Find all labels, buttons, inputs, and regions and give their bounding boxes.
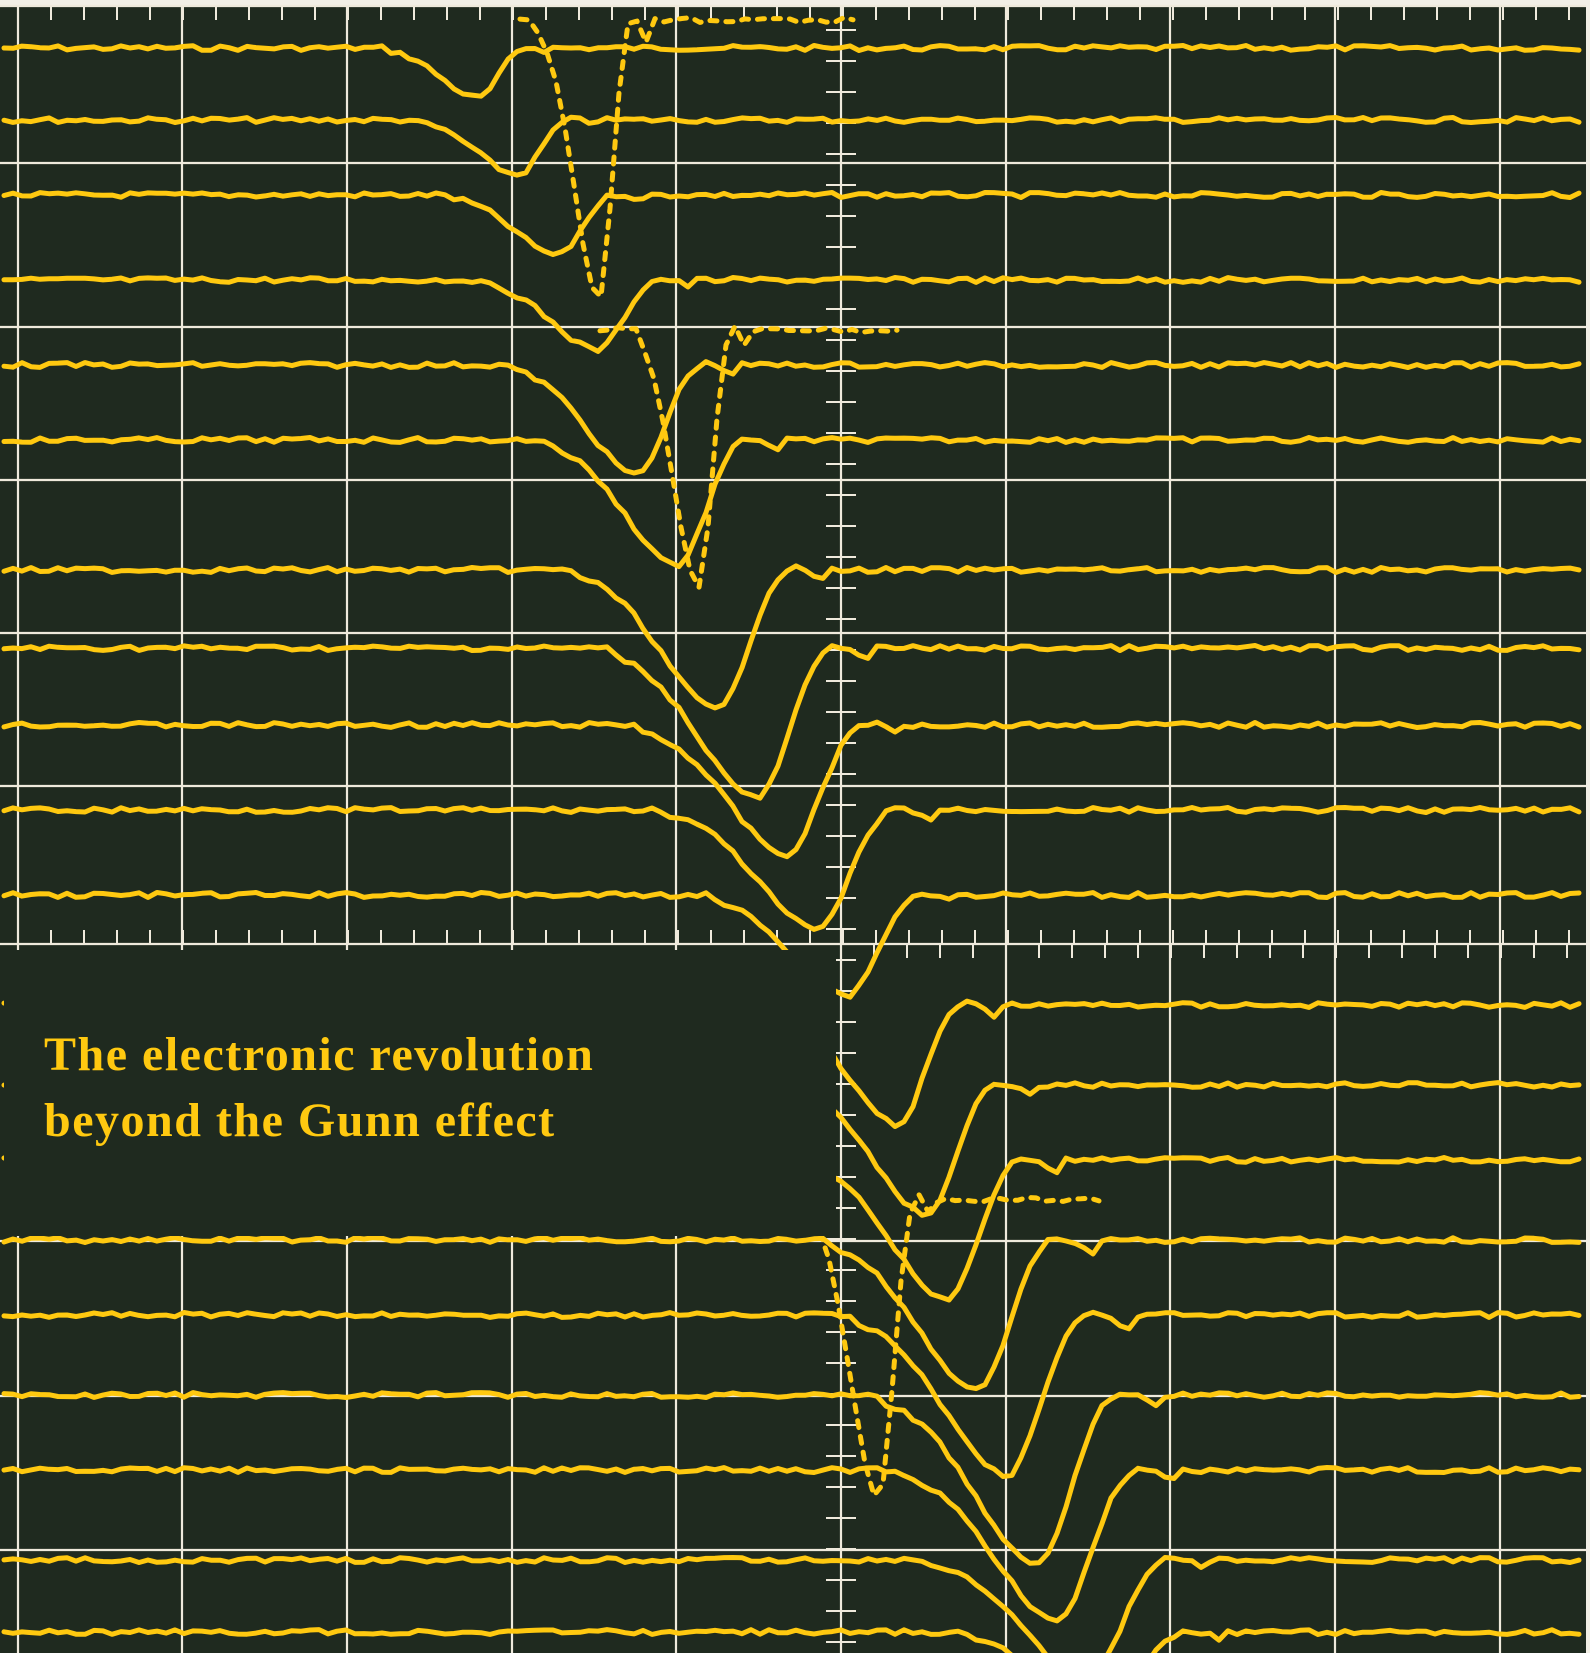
headline-panel: The electronic revolution beyond the Gun… (4, 950, 836, 1236)
scope-screen (0, 6, 1586, 1653)
signal-trace (1, 1235, 1582, 1392)
signal-trace (1, 563, 1582, 711)
signal-traces (1, 15, 1582, 1653)
signal-trace (1, 1465, 1582, 1624)
signal-trace (1, 43, 1582, 99)
signal-trace (1, 1309, 1582, 1479)
headline-line-2: beyond the Gunn effect (44, 1094, 556, 1147)
cover-headline: The electronic revolution beyond the Gun… (44, 1022, 594, 1154)
signal-trace (817, 1192, 1102, 1498)
signal-trace (1, 1555, 1582, 1653)
signal-trace (1, 359, 1582, 476)
signal-trace (1, 1390, 1582, 1566)
signal-trace (1, 435, 1582, 570)
signal-trace (597, 323, 900, 590)
headline-line-1: The electronic revolution (44, 1028, 595, 1081)
signal-trace (1, 805, 1582, 932)
signal-trace (517, 15, 856, 300)
signal-trace (1, 1627, 1582, 1653)
signal-trace (1, 719, 1582, 860)
signal-trace (1, 643, 1582, 801)
signal-trace (1, 114, 1582, 178)
signal-trace (1, 190, 1582, 257)
signal-trace (1, 275, 1582, 354)
